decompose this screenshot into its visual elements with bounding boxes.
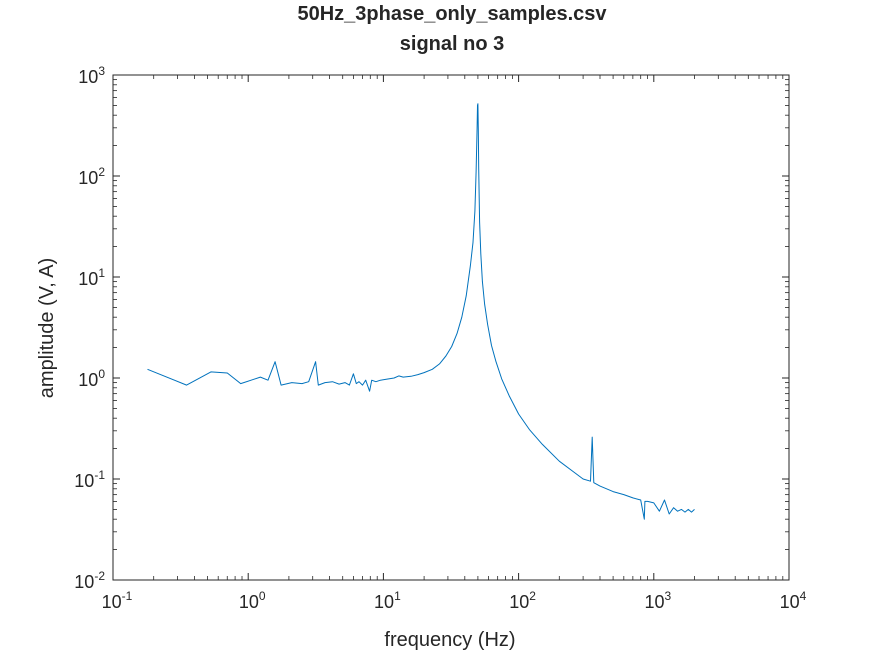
x-tick-label-exponent: 0 [259,589,266,603]
x-tick-label-exponent: 3 [664,589,671,603]
y-tick-label-exponent: 1 [98,266,105,280]
axes-box [112,74,790,581]
y-tick-label-exponent: -2 [94,569,105,583]
y-tick-label-base: 10 [74,572,94,592]
x-tick-label-exponent: 4 [800,589,807,603]
x-tick-label: 102 [509,589,536,612]
y-tick-label-exponent: -1 [94,468,105,482]
plot-area [113,75,789,580]
y-tick-label: 102 [78,165,105,188]
x-tick-label-exponent: 2 [529,589,536,603]
x-tick-label-base: 10 [102,592,122,612]
y-tick-label: 103 [78,64,105,87]
y-tick-label-exponent: 0 [98,367,105,381]
x-tick-label: 10-1 [102,589,133,612]
chart-subtitle: signal no 3 [400,33,504,55]
y-tick-label-base: 10 [78,168,98,188]
y-tick-label: 10-1 [74,468,105,491]
x-axis-label: frequency (Hz) [384,629,515,651]
y-tick-label: 101 [78,266,105,289]
x-tick-label-base: 10 [644,592,664,612]
y-tick-label: 10-2 [74,569,105,592]
y-tick-label-base: 10 [78,67,98,87]
spectrum-line [147,103,695,520]
x-tick-label: 103 [644,589,671,612]
x-tick-label-base: 10 [509,592,529,612]
x-tick-label: 100 [239,589,266,612]
x-tick-label: 101 [374,589,401,612]
x-axis-ticks: 10-1 100 101 102 103 104 [102,75,807,612]
x-tick-label-base: 10 [780,592,800,612]
chart-title: 50Hz_3phase_only_samples.csv [297,3,607,25]
x-tick-label: 104 [780,589,807,612]
x-tick-label-base: 10 [239,592,259,612]
series-layer [147,103,695,520]
y-tick-label-exponent: 3 [98,64,105,78]
y-tick-label: 100 [78,367,105,390]
y-tick-label-base: 10 [78,269,98,289]
minor-ticks [113,75,789,580]
y-tick-label-base: 10 [74,471,94,491]
x-tick-label-exponent: 1 [394,589,401,603]
y-axis-label: amplitude (V, A) [36,258,58,398]
y-tick-label-base: 10 [78,370,98,390]
y-tick-label-exponent: 2 [98,165,105,179]
x-tick-label-exponent: -1 [122,589,133,603]
x-tick-label-base: 10 [374,592,394,612]
